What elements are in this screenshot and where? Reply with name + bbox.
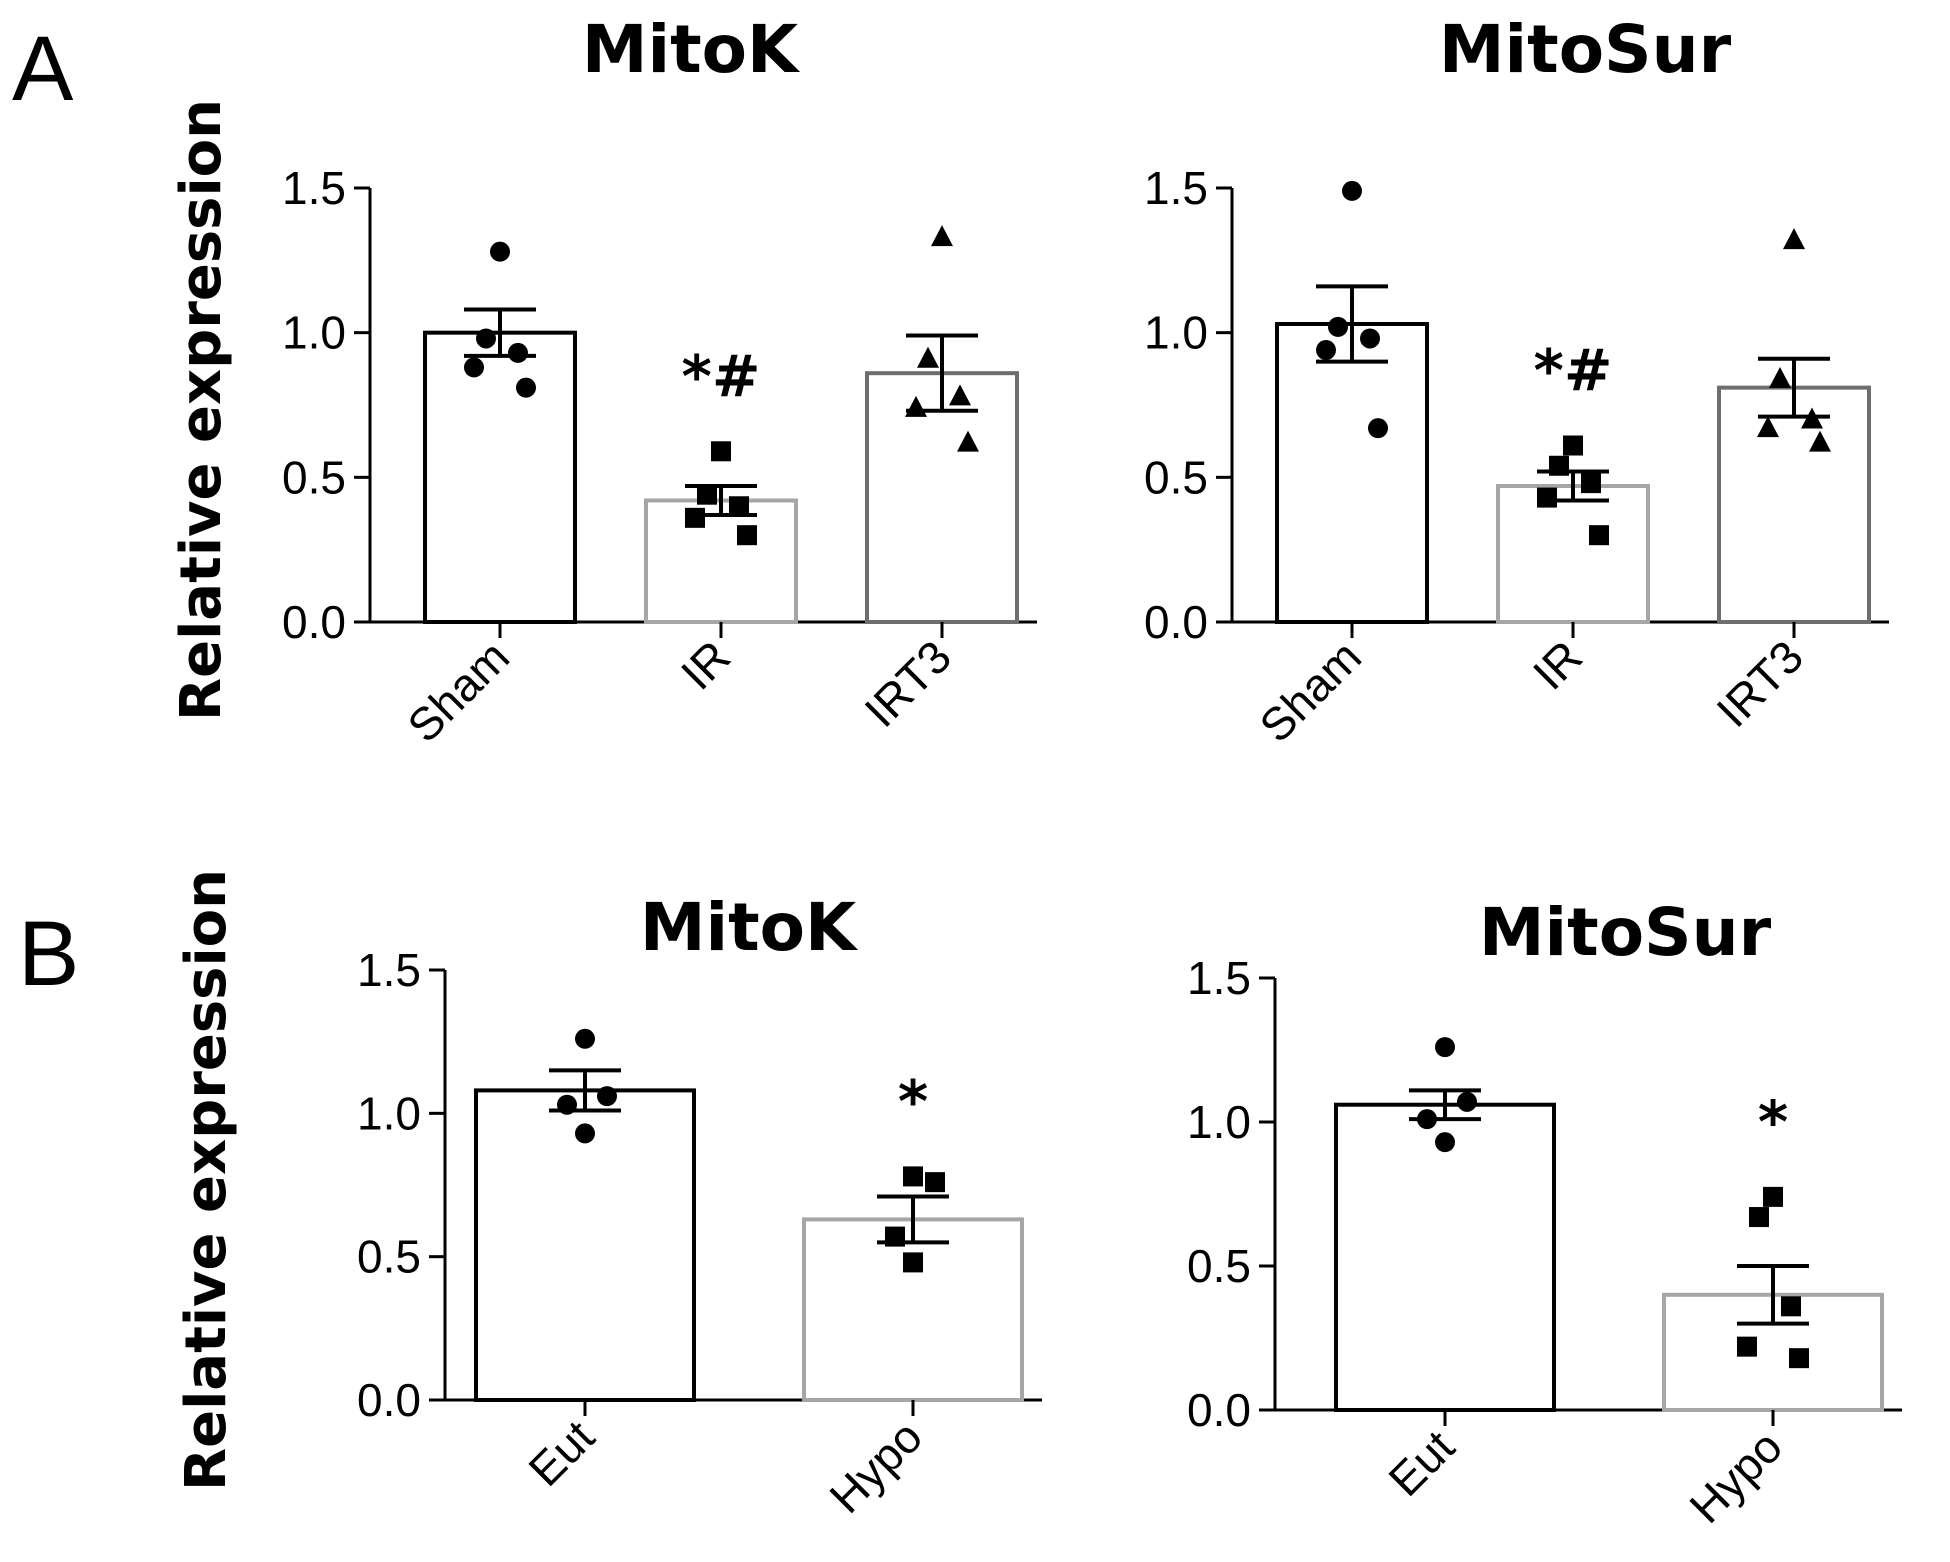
data-point-triangle	[1769, 366, 1791, 388]
panel-letter-a: A	[12, 18, 74, 120]
category-label-irt3: IRT3	[1706, 630, 1813, 737]
data-point-square	[903, 1166, 923, 1187]
chart-title: MitoSur	[1439, 11, 1732, 88]
data-point-square	[711, 441, 731, 462]
category-label-ir: IR	[671, 630, 740, 699]
y-axis-label: Relative expression	[169, 99, 234, 721]
y-tick-label: 1.5	[1187, 952, 1251, 1004]
significance-annotation: *	[1758, 1088, 1788, 1156]
y-tick-label: 0.0	[1187, 1384, 1251, 1436]
data-point-circle	[464, 357, 484, 378]
data-point-circle	[1435, 1132, 1455, 1153]
data-point-circle	[1368, 418, 1388, 439]
data-point-square	[685, 507, 705, 528]
y-tick-label: 0.5	[357, 1231, 421, 1283]
category-label-eut: Eut	[1378, 1420, 1464, 1506]
data-point-triangle	[1801, 407, 1823, 429]
category-label-irt3: IRT3	[854, 630, 961, 737]
category-label-hypo: Hypo	[819, 1410, 932, 1523]
y-axis-label: Relative expression	[174, 869, 239, 1491]
data-point-triangle	[931, 225, 953, 247]
y-tick-label: 1.0	[282, 307, 346, 359]
data-point-circle	[1435, 1037, 1455, 1058]
y-tick-label: 0.5	[282, 451, 346, 503]
data-point-square	[925, 1172, 945, 1193]
data-point-circle	[557, 1094, 577, 1115]
data-point-triangle	[1809, 430, 1831, 452]
data-point-square	[737, 525, 757, 546]
y-tick-label: 1.5	[357, 944, 421, 996]
y-tick-label: 0.5	[1187, 1240, 1251, 1292]
bar-hypo	[802, 1217, 1024, 1403]
category-label-sham: Sham	[397, 630, 519, 752]
data-point-square	[1737, 1336, 1757, 1357]
data-point-square	[1589, 525, 1609, 546]
data-point-circle	[1342, 180, 1362, 201]
y-tick-label: 0.0	[357, 1374, 421, 1426]
data-point-circle	[508, 342, 528, 363]
bar-irt3	[865, 371, 1019, 624]
category-label-hypo: Hypo	[1679, 1420, 1792, 1533]
data-point-triangle	[957, 430, 979, 452]
y-tick-label: 0.5	[1144, 451, 1208, 503]
data-point-square	[1563, 435, 1583, 456]
data-point-circle	[575, 1028, 595, 1049]
data-point-triangle	[1757, 416, 1779, 438]
chart-title: MitoK	[582, 11, 801, 88]
data-point-circle	[575, 1123, 595, 1144]
y-tick-label: 1.0	[357, 1087, 421, 1139]
y-tick-label: 1.5	[282, 162, 346, 214]
significance-annotation: *#	[1534, 337, 1613, 405]
data-point-square	[885, 1226, 905, 1247]
y-tick-label: 1.5	[1144, 162, 1208, 214]
data-point-square	[1789, 1348, 1809, 1369]
significance-annotation: *	[898, 1067, 928, 1135]
data-point-triangle	[1783, 228, 1805, 250]
y-tick-label: 0.0	[1144, 596, 1208, 648]
chart-a-mitosur: MitoSur 0.0 0.5 1.0 1.5 Sham *# IR IRT3	[1144, 11, 1889, 752]
data-point-square	[1781, 1296, 1801, 1317]
data-point-circle	[490, 241, 510, 262]
data-point-triangle	[905, 395, 927, 417]
data-point-circle	[597, 1086, 617, 1107]
data-point-square	[1749, 1207, 1769, 1228]
category-label-ir: IR	[1523, 630, 1592, 699]
data-point-circle	[476, 328, 496, 349]
significance-annotation: *#	[682, 342, 761, 410]
data-point-circle	[516, 377, 536, 398]
data-point-square	[697, 484, 717, 505]
data-point-circle	[1417, 1109, 1437, 1130]
data-point-square	[1549, 455, 1569, 476]
data-point-triangle	[917, 346, 939, 368]
bar-sham	[423, 330, 577, 624]
chart-b-mitosur: MitoSur 0.0 0.5 1.0 1.5 Eut * Hypo	[1187, 894, 1902, 1533]
bar-ir	[644, 498, 798, 625]
category-label-sham: Sham	[1249, 630, 1371, 752]
bar-sham	[1275, 321, 1429, 624]
data-point-square	[1581, 473, 1601, 494]
data-point-circle	[1360, 328, 1380, 349]
data-point-square	[1763, 1186, 1783, 1207]
data-point-square	[1537, 487, 1557, 508]
category-label-eut: Eut	[518, 1410, 604, 1496]
data-point-circle	[1328, 316, 1348, 337]
y-tick-label: 1.0	[1144, 307, 1208, 359]
chart-a-mitok: MitoK Relative expression 0.0 0.5 1.0 1.5 Sham…	[169, 11, 1037, 752]
data-point-square	[903, 1252, 923, 1273]
data-point-circle	[1457, 1091, 1477, 1112]
chart-title: MitoSur	[1479, 894, 1772, 971]
data-point-square	[729, 496, 749, 517]
bar-irt3	[1717, 385, 1871, 625]
bar-ir	[1496, 484, 1650, 624]
y-tick-label: 0.0	[282, 596, 346, 648]
chart-title: MitoK	[640, 889, 859, 966]
panel-letter-b: B	[18, 903, 79, 1005]
data-point-triangle	[949, 384, 971, 406]
chart-b-mitok: MitoK Relative expression 0.0 0.5 1.0 1.5 Eut *…	[174, 869, 1042, 1523]
y-tick-label: 1.0	[1187, 1096, 1251, 1148]
data-point-circle	[1316, 340, 1336, 361]
